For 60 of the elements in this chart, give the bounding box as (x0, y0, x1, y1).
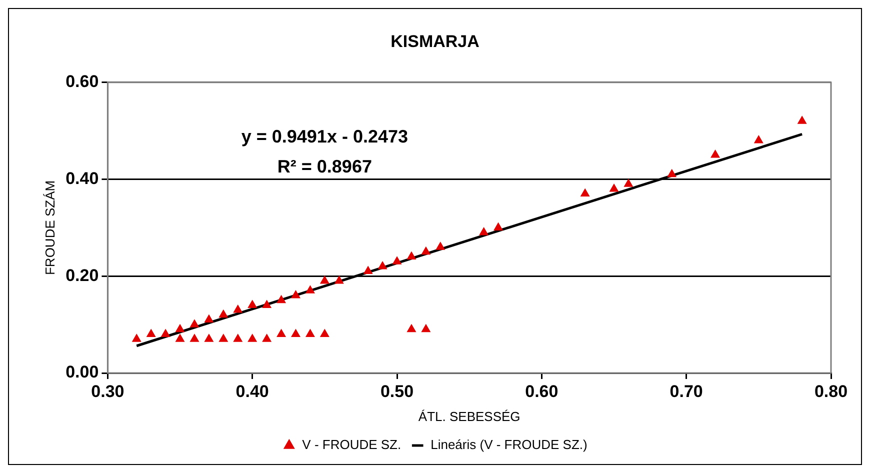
legend-label: V - FROUDE SZ. (302, 437, 402, 452)
point (248, 300, 257, 308)
point (262, 300, 272, 308)
point (219, 334, 228, 342)
x-tick-label: 0.80 (814, 382, 848, 401)
point (407, 324, 416, 332)
point (610, 184, 618, 192)
point (306, 329, 315, 338)
x-tick-label: 0.40 (236, 382, 269, 401)
point (436, 242, 445, 250)
point (392, 256, 402, 264)
point (754, 136, 764, 144)
point (146, 329, 156, 338)
point (710, 150, 720, 158)
point (276, 329, 286, 338)
point (479, 228, 488, 236)
chart-title: KISMARJA (390, 32, 480, 51)
point (580, 188, 590, 197)
point (407, 252, 416, 260)
point (132, 334, 142, 342)
x-tick-label: 0.30 (91, 382, 124, 401)
point (262, 334, 272, 342)
point (306, 286, 315, 294)
annotation: R² = 0.8967 (277, 156, 372, 176)
point (233, 334, 242, 342)
point (494, 222, 503, 230)
point (320, 329, 330, 338)
x-tick-label: 0.70 (670, 382, 703, 401)
point (798, 116, 806, 124)
point (276, 295, 286, 304)
point (291, 290, 300, 298)
point (176, 324, 184, 332)
point (320, 276, 330, 284)
point (291, 329, 300, 338)
point (204, 314, 214, 322)
point (624, 179, 633, 187)
point (190, 320, 199, 328)
point (667, 169, 676, 178)
y-tick-label: 0.40 (66, 168, 99, 188)
point (248, 334, 257, 342)
legend-label: Lineáris (V - FROUDE SZ.) (430, 437, 588, 452)
point (233, 305, 242, 313)
point (378, 261, 387, 270)
point (422, 324, 430, 332)
y-tick-label: 0.00 (66, 362, 99, 382)
y-tick-label: 0.60 (66, 72, 99, 92)
point (334, 276, 344, 284)
point (422, 246, 430, 255)
point (204, 334, 214, 342)
point (364, 266, 372, 274)
point (176, 334, 184, 342)
x-axis-title: ÁTL. SEBESSÉG (418, 408, 520, 424)
point (190, 334, 199, 342)
x-tick-label: 0.50 (380, 382, 414, 401)
annotation: y = 0.9491x - 0.2473 (241, 126, 408, 146)
point (161, 329, 170, 338)
point (219, 310, 228, 318)
y-axis-title: FROUDE SZÁM (42, 180, 58, 276)
x-tick-label: 0.60 (525, 382, 558, 401)
y-tick-label: 0.20 (66, 266, 99, 285)
